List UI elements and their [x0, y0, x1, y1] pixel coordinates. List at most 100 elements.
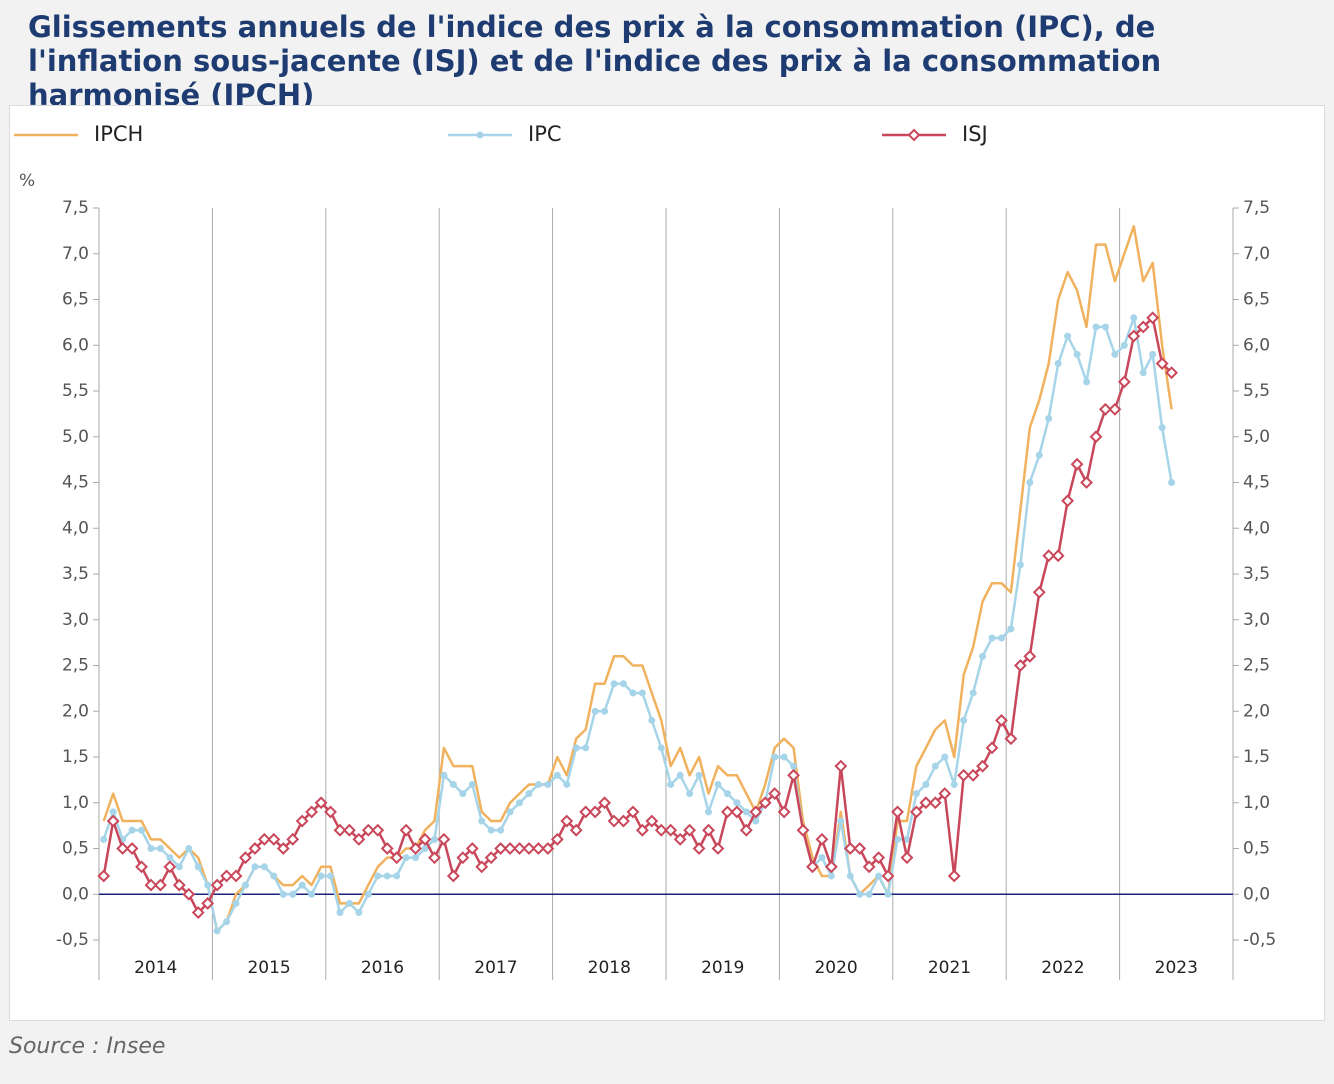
data-point: [752, 817, 760, 825]
data-point: [1136, 320, 1150, 334]
data-point: [702, 823, 715, 837]
x-tick-label: 2022: [1041, 958, 1084, 978]
data-point: [191, 906, 205, 919]
data-point: [1045, 414, 1053, 422]
data-point: [787, 768, 800, 782]
data-point: [390, 851, 404, 865]
data-point: [976, 759, 989, 773]
data-point: [985, 741, 999, 755]
data-point: [790, 762, 798, 770]
data-point: [147, 845, 155, 852]
data-point: [1013, 659, 1027, 672]
y2-tick-label: 6,5: [1243, 290, 1270, 310]
y2-tick-label: 0,0: [1243, 884, 1270, 904]
y2-tick-label: 5,5: [1243, 381, 1270, 401]
data-point: [201, 896, 215, 910]
data-point: [409, 842, 422, 855]
data-point: [591, 707, 599, 715]
y-tick-label: 2,5: [62, 656, 89, 676]
data-point: [601, 707, 609, 715]
data-point: [711, 842, 725, 855]
data-point: [997, 634, 1005, 642]
data-point: [1070, 457, 1084, 471]
data-point: [721, 805, 734, 819]
data-point: [1130, 314, 1138, 322]
data-point: [267, 832, 281, 846]
data-point: [654, 823, 668, 837]
data-point: [610, 680, 618, 688]
data-point: [588, 805, 602, 819]
data-point: [742, 808, 750, 816]
y-tick-label: 7,5: [62, 198, 89, 218]
legend-marker: [476, 131, 484, 139]
data-point: [1035, 451, 1043, 459]
data-point: [513, 842, 526, 855]
y-tick-label: 7,0: [62, 244, 89, 264]
data-point: [544, 780, 552, 788]
data-point: [714, 780, 722, 788]
data-point: [664, 823, 678, 837]
y2-tick-label: 7,0: [1243, 244, 1270, 264]
data-point: [324, 805, 337, 819]
data-point: [1149, 350, 1157, 358]
data-point: [295, 814, 309, 828]
data-point: [1023, 649, 1037, 663]
data-point: [635, 823, 649, 837]
data-point: [185, 845, 193, 852]
data-point: [308, 890, 316, 898]
data-point: [393, 872, 401, 880]
data-point: [960, 716, 968, 724]
data-point: [1158, 424, 1166, 432]
data-point: [806, 860, 819, 874]
source-note: Source : Insee: [9, 1034, 166, 1059]
data-point: [872, 851, 886, 865]
data-point: [1146, 311, 1160, 325]
data-point: [1042, 549, 1056, 563]
data-point: [922, 780, 930, 788]
y-tick-label: 6,5: [62, 290, 89, 310]
y2-tick-label: 2,5: [1243, 656, 1270, 676]
data-point: [352, 832, 366, 846]
data-point: [969, 689, 977, 697]
data-point: [525, 790, 533, 798]
data-point: [125, 842, 139, 855]
data-point: [739, 823, 753, 837]
data-point: [673, 832, 687, 846]
data-point: [824, 860, 838, 874]
series-line: [102, 225, 1173, 933]
data-point: [497, 826, 505, 834]
x-tick-label: 2015: [247, 958, 290, 978]
data-point: [723, 790, 731, 798]
data-point: [768, 787, 782, 801]
data-point: [128, 826, 136, 834]
data-point: [894, 835, 902, 843]
data-point: [421, 845, 429, 852]
data-point: [818, 854, 826, 862]
data-point: [364, 890, 372, 898]
data-point: [175, 863, 183, 871]
y-tick-label: -0,5: [56, 930, 89, 950]
data-point: [213, 927, 221, 935]
x-tick-label: 2017: [474, 958, 517, 978]
data-point: [676, 771, 684, 779]
chart-panel: [9, 105, 1325, 1021]
data-point: [522, 842, 536, 855]
data-point: [1064, 332, 1072, 340]
data-point: [1120, 341, 1128, 349]
data-point: [758, 796, 772, 810]
data-point: [815, 832, 829, 846]
data-point: [796, 823, 810, 837]
y-tick-label: 3,5: [62, 564, 89, 584]
data-point: [475, 860, 489, 874]
data-point: [560, 814, 574, 828]
data-point: [891, 805, 904, 819]
data-point: [478, 817, 486, 825]
y-tick-label: 4,5: [62, 473, 89, 493]
data-point: [1168, 479, 1176, 486]
data-point: [941, 753, 949, 761]
data-point: [251, 863, 259, 871]
data-point: [355, 909, 363, 917]
data-point: [1032, 585, 1046, 599]
data-point: [837, 817, 845, 825]
